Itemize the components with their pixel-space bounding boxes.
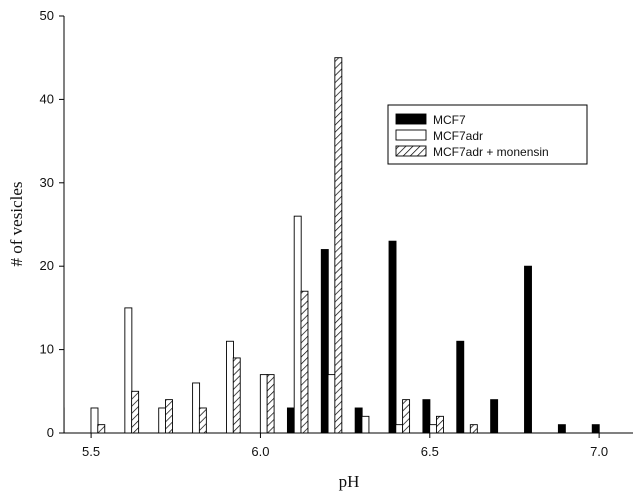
bar-mcf7adr-monensin	[165, 399, 173, 434]
bar-mcf7adr-monensin	[266, 374, 275, 434]
bar-mcf7	[388, 240, 397, 434]
bar-mcf7adr-monensin	[435, 415, 444, 434]
x-tick-label: 7.0	[590, 444, 608, 459]
bar-mcf7	[422, 399, 431, 434]
bar-mcf7adr	[259, 374, 268, 434]
legend-swatch-mcf7adr-monensin	[395, 145, 427, 157]
y-tick-label: 10	[40, 342, 54, 357]
bar-mcf7adr	[361, 415, 370, 434]
bar-mcf7	[557, 424, 566, 434]
legend-swatch-mcf7	[395, 113, 427, 125]
bar-mcf7adr	[429, 424, 438, 434]
y-tick-label: 30	[40, 175, 54, 190]
bar-mcf7	[524, 265, 532, 434]
x-tick-label: 5.5	[82, 444, 100, 459]
x-tick-label: 6.5	[421, 444, 439, 459]
y-axis-title: # of vesicles	[7, 182, 26, 267]
x-ticks: 5.5 6.0 6.5 7.0	[82, 433, 608, 459]
bar-mcf7adr	[124, 307, 133, 434]
bar-mcf7	[286, 407, 295, 434]
bar-mcf7	[320, 249, 329, 434]
y-ticks: 0 10 20 30 40 50	[40, 8, 64, 440]
bar-mcf7adr-monensin	[334, 57, 343, 434]
bar-mcf7adr	[293, 215, 302, 434]
legend-swatch-mcf7adr	[395, 129, 427, 141]
bar-mcf7adr	[158, 407, 167, 434]
bar-mcf7adr	[192, 382, 201, 434]
legend-label-mcf7adr-monensin: MCF7adr + monensin	[433, 145, 549, 159]
bars	[63, 57, 600, 434]
bar-mcf7	[456, 340, 465, 434]
plot-frame	[63, 16, 633, 434]
bar-mcf7adr-monensin	[402, 399, 411, 434]
x-axis-title: pH	[339, 472, 360, 491]
bar-mcf7adr-monensin	[198, 407, 207, 434]
y-tick-label: 0	[47, 425, 54, 440]
legend-label-mcf7: MCF7	[433, 113, 466, 127]
y-tick-label: 20	[40, 258, 54, 273]
legend-label-mcf7adr: MCF7adr	[433, 129, 483, 143]
x-tick-label: 6.0	[251, 444, 269, 459]
bar-mcf7adr	[395, 424, 404, 434]
bar-mcf7adr	[226, 340, 234, 434]
bar-mcf7adr	[327, 374, 336, 434]
bar-mcf7adr-monensin	[131, 390, 140, 434]
y-tick-label: 50	[40, 8, 54, 23]
bar-mcf7adr-monensin	[97, 424, 106, 434]
bar-mcf7	[591, 424, 600, 434]
bar-mcf7adr	[90, 407, 99, 434]
y-tick-label: 40	[40, 91, 54, 106]
bar-mcf7adr-monensin	[232, 357, 241, 434]
bar-mcf7	[354, 407, 363, 434]
bar-mcf7	[490, 399, 499, 434]
legend: MCF7 MCF7adr MCF7adr + monensin	[387, 104, 588, 165]
bar-mcf7adr-monensin	[300, 290, 309, 434]
bar-mcf7adr-monensin	[469, 424, 478, 434]
